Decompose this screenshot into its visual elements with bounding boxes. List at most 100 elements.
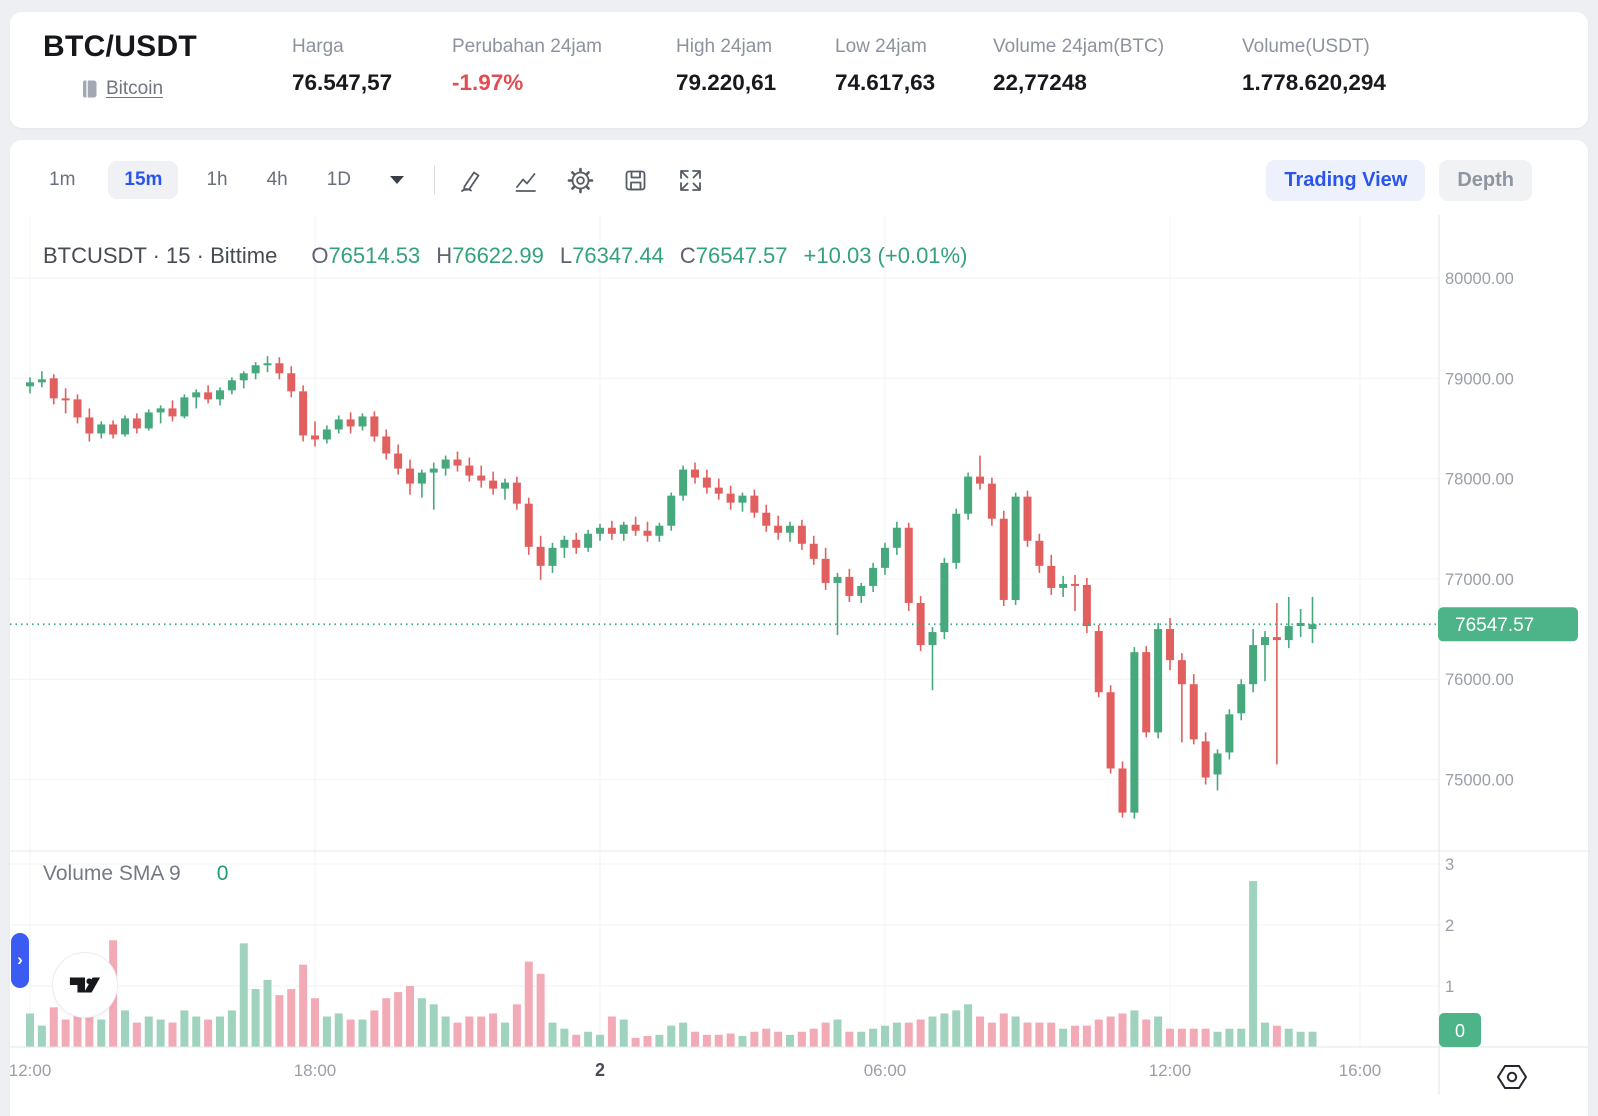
- volume-bar: [714, 1034, 723, 1047]
- timeframe-4h[interactable]: 4h: [266, 169, 288, 190]
- candle-body: [1023, 496, 1032, 541]
- volume-bar: [406, 986, 414, 1047]
- candle-body: [845, 576, 854, 596]
- chart-toolbar: 1m 15m 1h 4h 1D Trading View: [10, 150, 1588, 210]
- candle-body: [73, 399, 82, 418]
- legend-symbol: BTCUSDT · 15 · Bittime: [43, 243, 278, 268]
- volume-bar: [334, 1013, 343, 1047]
- candle-body: [536, 546, 545, 566]
- axis-settings-hexagon-icon[interactable]: [1495, 1060, 1529, 1094]
- volume-zero-tag: [1439, 1013, 1481, 1047]
- volume-bar: [869, 1028, 878, 1047]
- coin-link-label[interactable]: Bitcoin: [106, 78, 164, 99]
- candle-body: [869, 567, 878, 586]
- candle-body: [1011, 496, 1020, 600]
- chevron-right-icon: ›: [17, 950, 23, 969]
- timeframe-15m[interactable]: 15m: [108, 161, 179, 199]
- candle-body: [287, 373, 296, 392]
- coin-info-link[interactable]: Bitcoin: [82, 78, 163, 100]
- candle-body: [180, 397, 189, 417]
- volume-bar: [952, 1010, 961, 1047]
- volume-axis-label: 3: [1445, 856, 1454, 874]
- chevron-down-icon[interactable]: [390, 176, 405, 184]
- volume-bar: [845, 1031, 854, 1047]
- candle-body: [121, 418, 129, 435]
- candle-body: [512, 482, 521, 504]
- chart-legend: BTCUSDT · 15 · Bittime O76514.53 H76622.…: [43, 243, 967, 269]
- candle-body: [607, 527, 616, 534]
- timeframe-1d[interactable]: 1D: [326, 169, 352, 190]
- line-chart-icon[interactable]: [512, 167, 539, 194]
- volume-bar: [180, 1010, 189, 1047]
- volume-bar: [987, 1022, 996, 1047]
- timeframe-1m[interactable]: 1m: [49, 169, 76, 190]
- candle-body: [1035, 540, 1044, 566]
- candle-body: [964, 476, 973, 514]
- candle-body: [275, 363, 284, 374]
- candle-body: [1308, 624, 1317, 630]
- candle-body: [691, 469, 699, 478]
- candle-body: [37, 379, 46, 383]
- volume-bar: [1296, 1031, 1305, 1047]
- volume-bar: [572, 1034, 581, 1047]
- volume-bar: [394, 992, 403, 1047]
- candle-body: [584, 533, 593, 548]
- candle-body: [940, 562, 949, 633]
- candle-body: [1237, 684, 1246, 714]
- volume-bar: [49, 1007, 58, 1047]
- volume-bar: [1094, 1019, 1103, 1047]
- volume-bar: [263, 979, 272, 1047]
- candle-body: [465, 465, 474, 476]
- volume-bar: [940, 1013, 949, 1047]
- volume-bar: [1154, 1016, 1163, 1047]
- chart-panel: 1m 15m 1h 4h 1D Trading View: [10, 140, 1588, 1116]
- candle-body: [892, 527, 901, 548]
- candle-body: [97, 424, 106, 434]
- volume-bar: [239, 943, 248, 1047]
- timeframe-1h[interactable]: 1h: [206, 169, 228, 190]
- volume-bar: [619, 1019, 628, 1047]
- candle-body: [1118, 768, 1127, 813]
- volume-bar: [168, 1022, 177, 1047]
- candle-body: [1261, 637, 1269, 646]
- stat-label: High 24jam: [676, 36, 773, 57]
- save-icon[interactable]: [622, 167, 649, 194]
- volume-bar: [156, 1019, 165, 1047]
- candle-body: [370, 416, 379, 437]
- tab-depth[interactable]: Depth: [1439, 159, 1532, 201]
- volume-axis-label: 2: [1445, 917, 1454, 935]
- tradingview-logo[interactable]: [53, 953, 117, 1017]
- volume-bar: [370, 1010, 379, 1047]
- volume-bar: [881, 1025, 889, 1047]
- legend-low: L76347.44: [559, 243, 664, 268]
- last-price-tag-value: 76547.57: [1455, 615, 1534, 636]
- volume-bar: [1035, 1022, 1044, 1047]
- chart-canvas[interactable]: 12:00 18:00 2 06:00 12:00 16:00 80000.00 79000.…: [10, 215, 1588, 1116]
- volume-legend: Volume SMA 9 0: [43, 862, 228, 886]
- legend-high: H76622.99: [436, 243, 544, 268]
- candle-body: [1201, 741, 1210, 778]
- candle-body: [26, 382, 34, 387]
- fullscreen-icon[interactable]: [677, 167, 704, 194]
- candle-body: [560, 539, 569, 548]
- candle-body: [1213, 753, 1222, 775]
- gear-icon[interactable]: [567, 167, 594, 194]
- candle-body: [501, 482, 509, 489]
- volume-bar: [346, 1019, 355, 1047]
- volume-bar: [512, 1004, 521, 1047]
- pencil-icon[interactable]: [457, 167, 484, 194]
- sidebar-collapse-handle[interactable]: ›: [11, 933, 29, 988]
- volume-bar: [251, 989, 260, 1047]
- last-price-tag: [1438, 607, 1578, 642]
- candle-body: [1142, 652, 1151, 733]
- volume-bar: [465, 1016, 474, 1047]
- candle-body: [1189, 684, 1198, 740]
- candle-body: [714, 487, 723, 494]
- candle-body: [762, 512, 771, 526]
- volume-bar: [1082, 1025, 1091, 1047]
- candle-body: [429, 468, 438, 473]
- tab-trading-view[interactable]: Trading View: [1266, 159, 1426, 201]
- volume-bar: [833, 1019, 842, 1047]
- candle-body: [548, 547, 557, 566]
- stat-label: Volume(USDT): [1242, 36, 1370, 57]
